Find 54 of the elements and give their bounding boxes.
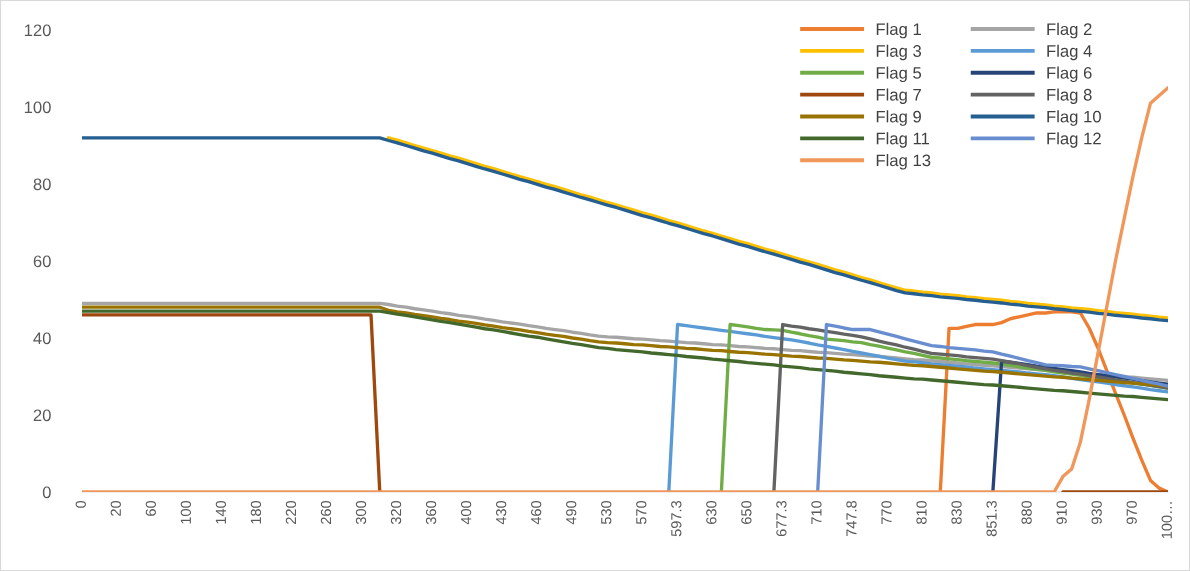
y-tick-label: 100 bbox=[24, 101, 51, 114]
x-tick-label: 851.3 bbox=[986, 500, 997, 537]
x-tick-label: 930 bbox=[1091, 500, 1102, 524]
x-tick-label: 970 bbox=[1126, 500, 1137, 524]
x-tick-label: 300 bbox=[355, 500, 367, 525]
legend-label: Flag 7 bbox=[876, 88, 921, 104]
legend-label: Flag 6 bbox=[1047, 66, 1092, 83]
legend-label: Flag 2 bbox=[1047, 22, 1092, 39]
x-tick-label: 0 bbox=[75, 500, 86, 508]
x-tick-label: 810 bbox=[916, 500, 927, 525]
x-tick-label: 100 bbox=[180, 500, 192, 524]
x-tick-label: 650 bbox=[741, 500, 752, 524]
legend-label: Flag 12 bbox=[1047, 132, 1101, 148]
x-tick-label: 630 bbox=[706, 500, 717, 524]
legend-label: Flag 11 bbox=[876, 132, 929, 148]
y-tick-label: 60 bbox=[33, 255, 51, 268]
legend-label: Flag 4 bbox=[1047, 44, 1092, 61]
legend-label: Flag 5 bbox=[876, 66, 922, 83]
legend-label: Flag 3 bbox=[876, 44, 922, 61]
x-tick-label: 747.8 bbox=[846, 500, 857, 537]
y-tick-label: 120 bbox=[24, 24, 51, 37]
x-tick-label: 220 bbox=[285, 500, 297, 524]
legend-label: Flag 9 bbox=[876, 110, 921, 126]
x-tick-label: 360 bbox=[425, 500, 437, 525]
x-tick-label: 400 bbox=[460, 500, 472, 525]
x-tick-label: 770 bbox=[881, 500, 892, 524]
x-tick-label: 100… bbox=[1161, 502, 1172, 539]
x-tick-label: 910 bbox=[1056, 500, 1067, 524]
x-tick-label: 880 bbox=[1021, 500, 1032, 525]
legend-label: Flag 1 bbox=[876, 22, 921, 39]
x-tick-label: 140 bbox=[215, 500, 227, 524]
x-tick-label: 597.3 bbox=[671, 500, 682, 537]
y-tick-label: 0 bbox=[42, 486, 51, 499]
x-tick-label: 677.3 bbox=[776, 500, 787, 537]
y-tick-label: 40 bbox=[33, 332, 51, 345]
x-tick-label: 60 bbox=[145, 500, 156, 516]
legend-label: Flag 10 bbox=[1047, 110, 1101, 126]
legend-label: Flag 13 bbox=[876, 154, 931, 170]
y-tick-label: 80 bbox=[33, 178, 51, 191]
line-series bbox=[82, 309, 1168, 402]
x-tick-label: 710 bbox=[811, 500, 822, 524]
x-tick-label: 530 bbox=[601, 500, 612, 525]
y-tick-label: 20 bbox=[33, 409, 51, 422]
x-tick-label: 180 bbox=[250, 500, 262, 524]
x-tick-label: 490 bbox=[566, 500, 577, 525]
x-tick-label: 260 bbox=[320, 500, 332, 524]
x-tick-label: 20 bbox=[110, 500, 121, 516]
x-tick-label: 830 bbox=[951, 500, 962, 525]
x-tick-label: 460 bbox=[531, 500, 542, 525]
line-series bbox=[82, 86, 1168, 492]
x-tick-label: 320 bbox=[390, 500, 402, 525]
x-tick-label: 570 bbox=[636, 500, 647, 525]
x-tick-label: 430 bbox=[495, 500, 507, 525]
legend-label: Flag 8 bbox=[1047, 88, 1092, 104]
